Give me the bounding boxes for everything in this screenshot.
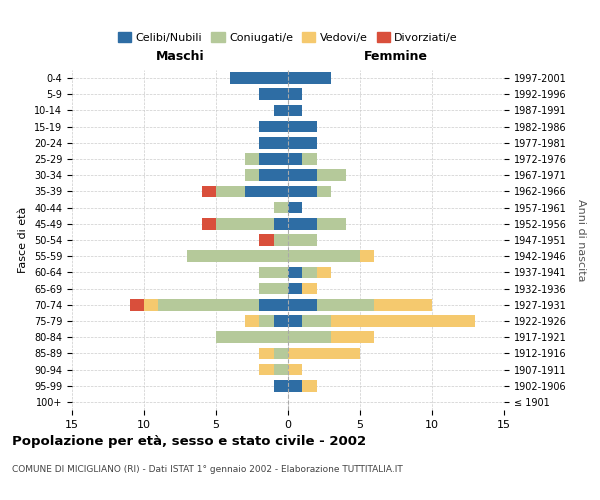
- Bar: [288, 315, 302, 327]
- Bar: [302, 153, 317, 165]
- Bar: [288, 250, 360, 262]
- Bar: [302, 380, 317, 392]
- Bar: [302, 282, 317, 294]
- Text: Maschi: Maschi: [155, 50, 205, 63]
- Bar: [317, 218, 346, 230]
- Bar: [259, 88, 288, 100]
- Text: Popolazione per età, sesso e stato civile - 2002: Popolazione per età, sesso e stato civil…: [12, 435, 366, 448]
- Bar: [216, 218, 274, 230]
- Bar: [288, 332, 331, 343]
- Bar: [374, 299, 432, 310]
- Bar: [259, 299, 288, 310]
- Bar: [360, 250, 374, 262]
- Bar: [274, 202, 288, 213]
- Y-axis label: Fasce di età: Fasce di età: [19, 207, 28, 273]
- Bar: [331, 332, 374, 343]
- Bar: [274, 104, 288, 117]
- Bar: [302, 266, 317, 278]
- Bar: [259, 364, 274, 376]
- Bar: [216, 186, 245, 198]
- Bar: [288, 218, 317, 230]
- Bar: [259, 266, 288, 278]
- Bar: [288, 282, 302, 294]
- Bar: [202, 186, 216, 198]
- Bar: [274, 218, 288, 230]
- Bar: [158, 299, 259, 310]
- Bar: [144, 299, 158, 310]
- Bar: [274, 234, 288, 246]
- Bar: [259, 348, 274, 359]
- Bar: [302, 315, 331, 327]
- Bar: [317, 266, 331, 278]
- Bar: [317, 170, 346, 181]
- Text: Femmine: Femmine: [364, 50, 428, 63]
- Bar: [216, 332, 288, 343]
- Bar: [288, 186, 317, 198]
- Bar: [288, 380, 302, 392]
- Bar: [288, 153, 302, 165]
- Bar: [259, 282, 288, 294]
- Bar: [288, 170, 317, 181]
- Bar: [288, 348, 360, 359]
- Bar: [259, 153, 288, 165]
- Bar: [259, 315, 274, 327]
- Y-axis label: Anni di nascita: Anni di nascita: [576, 198, 586, 281]
- Bar: [288, 202, 302, 213]
- Text: COMUNE DI MICIGLIANO (RI) - Dati ISTAT 1° gennaio 2002 - Elaborazione TUTTITALIA: COMUNE DI MICIGLIANO (RI) - Dati ISTAT 1…: [12, 465, 403, 474]
- Bar: [202, 218, 216, 230]
- Bar: [245, 170, 259, 181]
- Bar: [274, 380, 288, 392]
- Bar: [288, 266, 302, 278]
- Bar: [259, 137, 288, 148]
- Bar: [288, 137, 317, 148]
- Bar: [259, 121, 288, 132]
- Bar: [259, 234, 274, 246]
- Bar: [317, 186, 331, 198]
- Bar: [274, 364, 288, 376]
- Bar: [288, 364, 302, 376]
- Bar: [288, 104, 302, 117]
- Bar: [317, 299, 374, 310]
- Bar: [245, 153, 259, 165]
- Bar: [288, 299, 317, 310]
- Bar: [288, 121, 317, 132]
- Bar: [331, 315, 475, 327]
- Bar: [259, 170, 288, 181]
- Bar: [288, 88, 302, 100]
- Bar: [288, 72, 331, 84]
- Bar: [245, 186, 288, 198]
- Bar: [274, 348, 288, 359]
- Bar: [245, 315, 259, 327]
- Bar: [230, 72, 288, 84]
- Legend: Celibi/Nubili, Coniugati/e, Vedovi/e, Divorziati/e: Celibi/Nubili, Coniugati/e, Vedovi/e, Di…: [113, 28, 463, 48]
- Bar: [274, 315, 288, 327]
- Bar: [130, 299, 144, 310]
- Bar: [187, 250, 288, 262]
- Bar: [288, 234, 317, 246]
